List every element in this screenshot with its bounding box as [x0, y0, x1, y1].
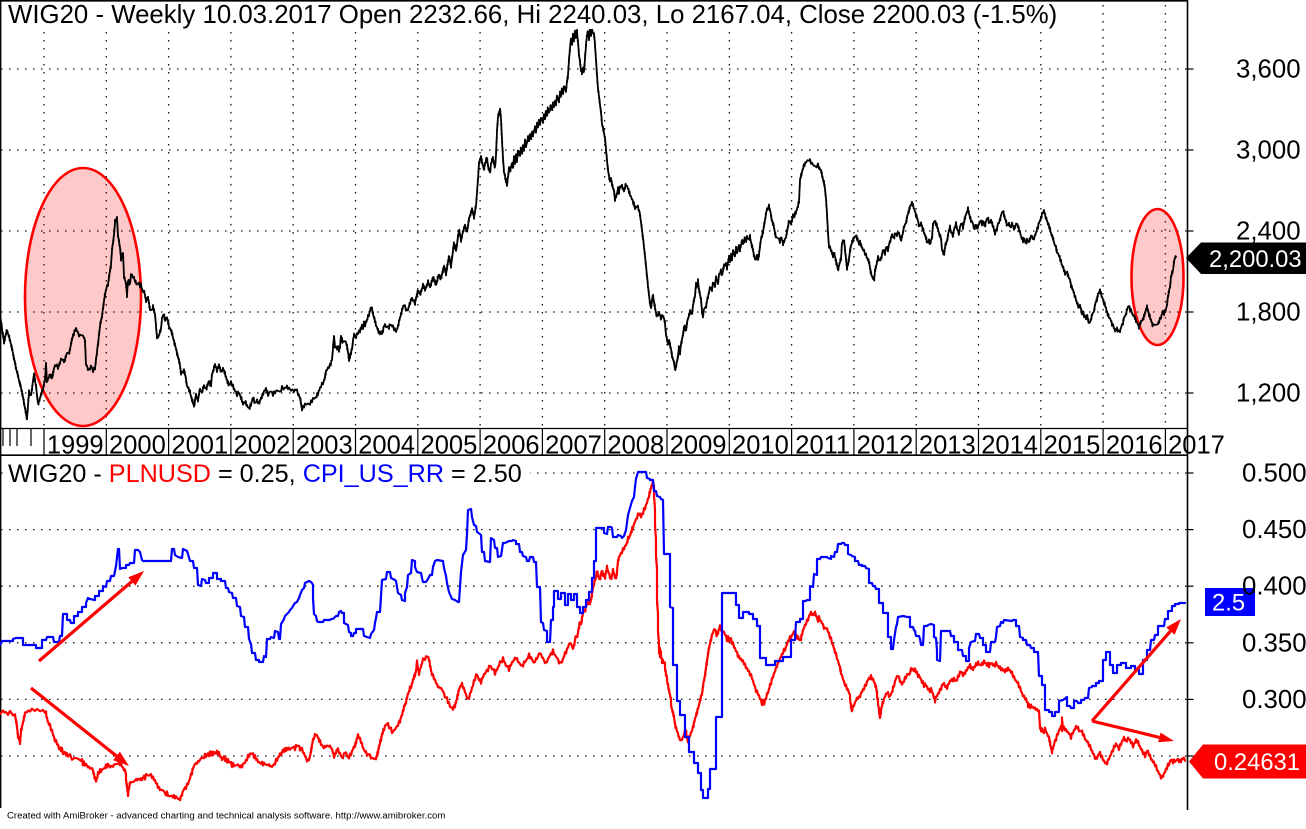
svg-text:0.400: 0.400 [1242, 573, 1306, 601]
svg-text:2012: 2012 [857, 432, 914, 460]
svg-text:2003: 2003 [296, 432, 353, 460]
svg-text:2002: 2002 [234, 432, 291, 460]
svg-text:0.450: 0.450 [1242, 516, 1306, 544]
svg-text:2015: 2015 [1044, 432, 1101, 460]
svg-text:2010: 2010 [732, 432, 789, 460]
svg-text:2008: 2008 [607, 432, 664, 460]
svg-text:WIG20 - PLNUSD = 0.25, CPI_US_: WIG20 - PLNUSD = 0.25, CPI_US_RR = 2.50 [8, 460, 522, 488]
svg-text:3,600: 3,600 [1236, 56, 1301, 84]
svg-text:1,200: 1,200 [1236, 380, 1301, 408]
svg-text:0.500: 0.500 [1242, 460, 1306, 488]
svg-text:0.350: 0.350 [1242, 629, 1306, 657]
svg-text:2006: 2006 [483, 432, 540, 460]
svg-text:1999: 1999 [47, 432, 104, 460]
svg-text:2,400: 2,400 [1236, 218, 1301, 246]
svg-text:2014: 2014 [981, 432, 1038, 460]
svg-text:2013: 2013 [919, 432, 976, 460]
svg-text:2016: 2016 [1106, 432, 1163, 460]
svg-text:2005: 2005 [421, 432, 478, 460]
svg-text:2004: 2004 [358, 432, 415, 460]
svg-text:2001: 2001 [171, 432, 228, 460]
svg-text:WIG20 - Weekly 10.03.2017 Open: WIG20 - Weekly 10.03.2017 Open 2232.66, … [8, 1, 1057, 29]
svg-text:2009: 2009 [670, 432, 727, 460]
svg-text:1,800: 1,800 [1236, 299, 1301, 327]
svg-text:2011: 2011 [795, 432, 850, 460]
svg-text:2007: 2007 [545, 432, 602, 460]
svg-text:2000: 2000 [109, 432, 166, 460]
svg-text:2,200.03: 2,200.03 [1209, 246, 1302, 273]
svg-text:0.24631: 0.24631 [1214, 749, 1300, 776]
svg-text:2.5: 2.5 [1212, 590, 1245, 617]
svg-text:Created with AmiBroker - advan: Created with AmiBroker - advanced charti… [7, 811, 445, 822]
svg-text:2017: 2017 [1168, 432, 1225, 460]
svg-text:3,000: 3,000 [1236, 137, 1301, 165]
svg-text:0.300: 0.300 [1242, 686, 1306, 714]
